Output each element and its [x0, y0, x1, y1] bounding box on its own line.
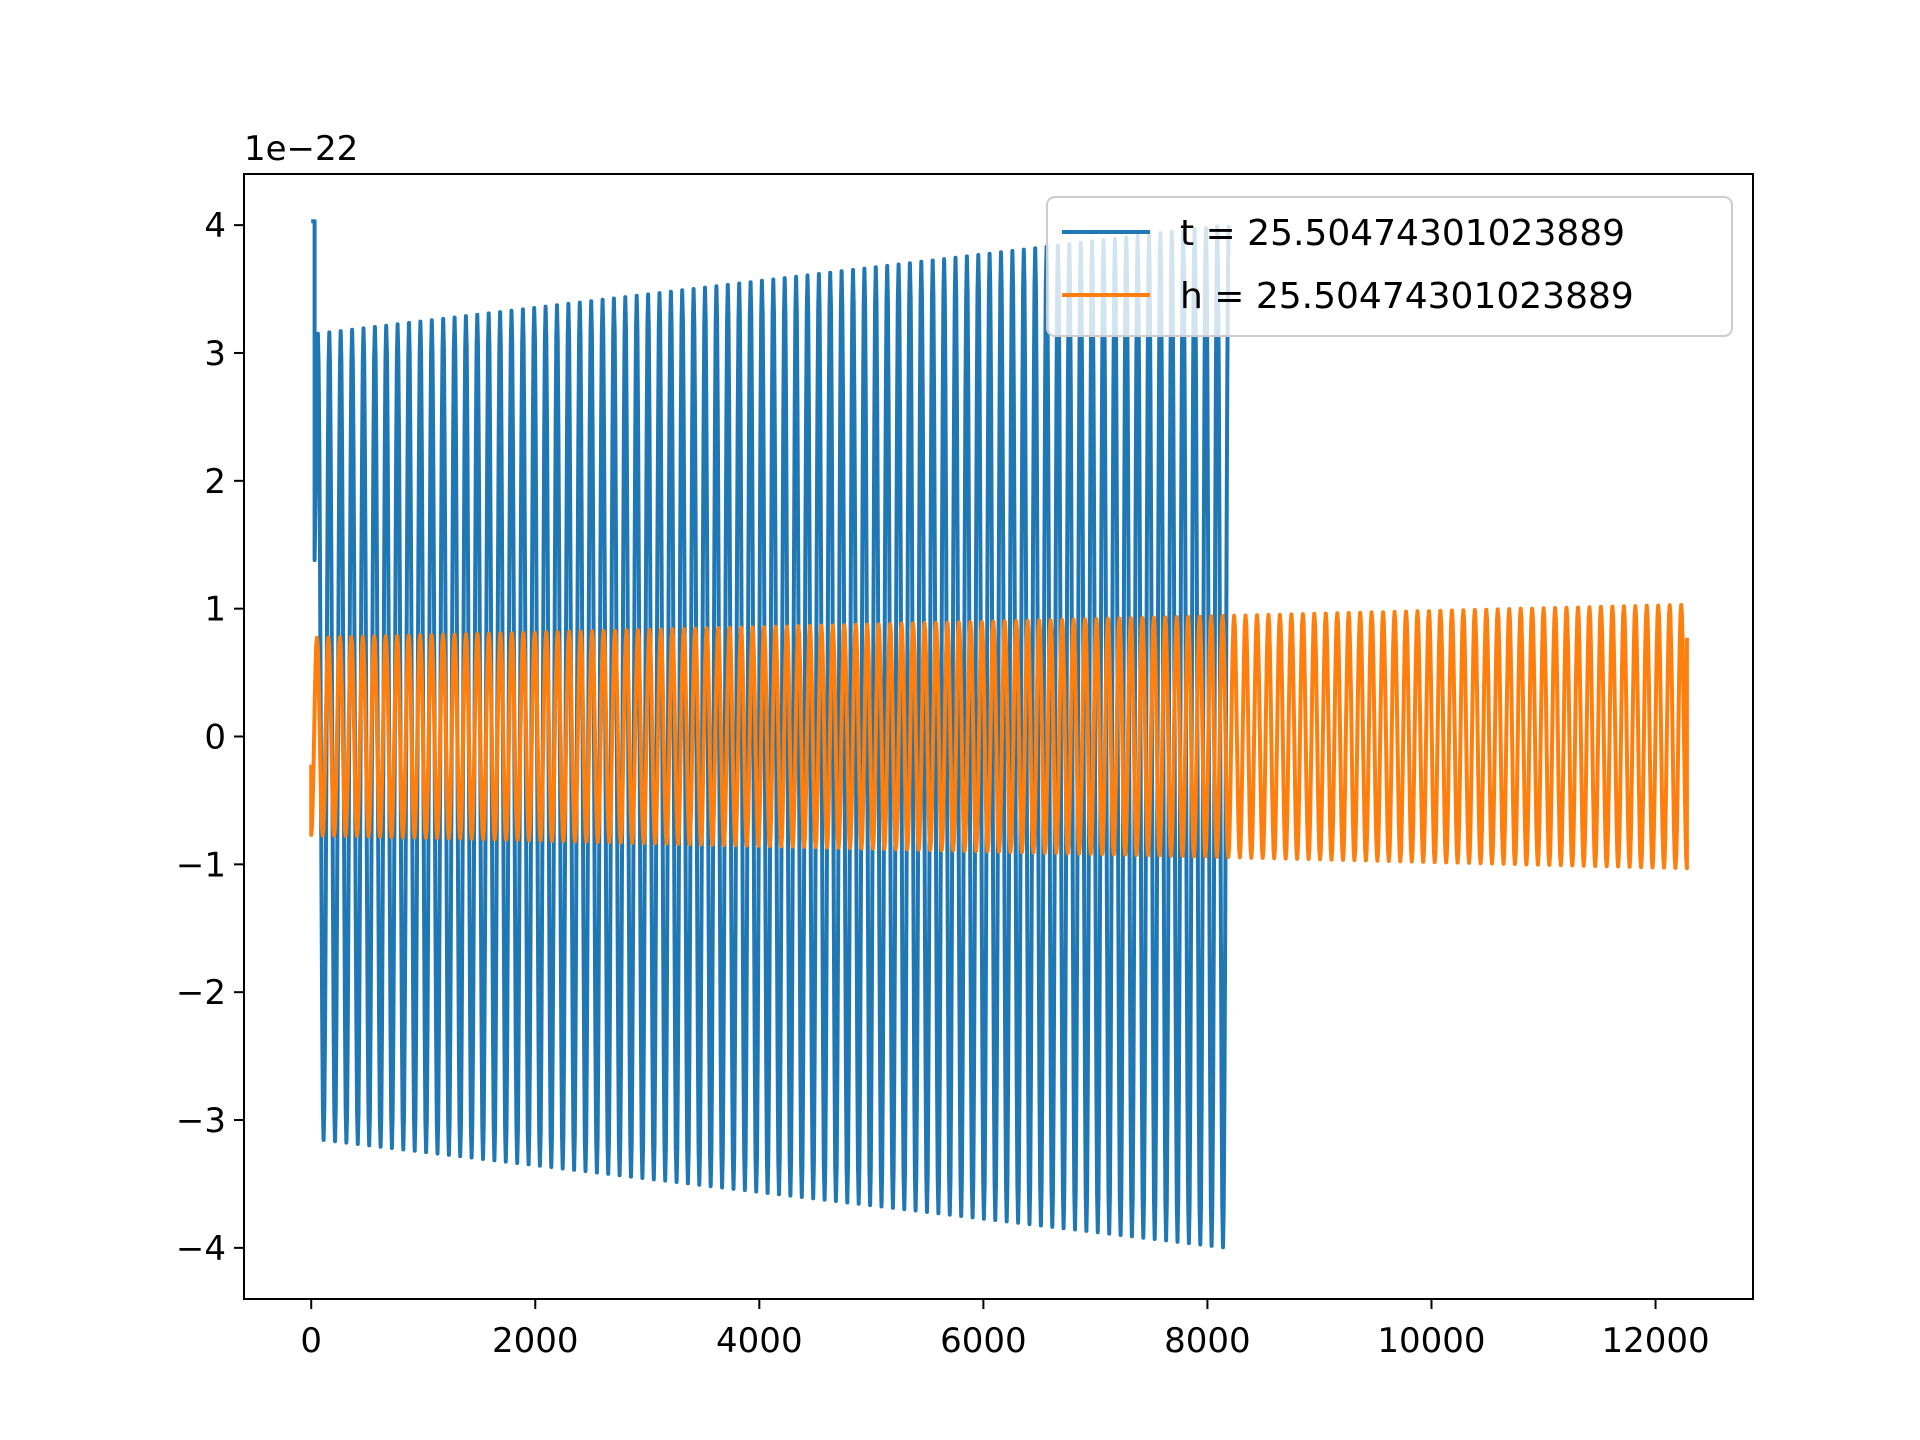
- series-line-t: [311, 219, 1231, 1250]
- x-tick-label: 4000: [716, 1321, 803, 1361]
- y-offset-label: 1e−22: [244, 129, 358, 169]
- x-tick-label: 10000: [1377, 1321, 1485, 1361]
- y-tick-label: 1: [204, 590, 226, 630]
- legend-box: [1046, 196, 1733, 337]
- legend-label-t: t = 25.50474301023889: [1180, 213, 1625, 254]
- y-tick-label: 2: [204, 462, 226, 502]
- series-layer: [309, 219, 1689, 1250]
- y-tick-label: 3: [204, 334, 226, 374]
- y-tick-label: 4: [204, 206, 226, 246]
- x-axis: 0 2000 4000 6000 8000 10000 12000: [300, 1299, 1710, 1361]
- y-tick-label: −3: [176, 1101, 226, 1141]
- y-tick-label: 0: [204, 718, 226, 758]
- x-tick-label: 6000: [940, 1321, 1027, 1361]
- y-tick-label: −2: [176, 973, 226, 1013]
- legend-label-h: h = 25.50474301023889: [1180, 276, 1634, 317]
- legend: t = 25.50474301023889 h = 25.50474301023…: [1046, 196, 1733, 337]
- y-axis: −4 −3 −2 −1 0 1 2 3 4: [176, 206, 244, 1269]
- x-tick-label: 12000: [1601, 1321, 1709, 1361]
- x-tick-label: 2000: [492, 1321, 579, 1361]
- x-tick-label: 0: [300, 1321, 322, 1361]
- series-line-h: [309, 603, 1689, 871]
- y-tick-label: −4: [176, 1229, 226, 1269]
- y-tick-label: −1: [176, 845, 226, 885]
- x-tick-label: 8000: [1164, 1321, 1251, 1361]
